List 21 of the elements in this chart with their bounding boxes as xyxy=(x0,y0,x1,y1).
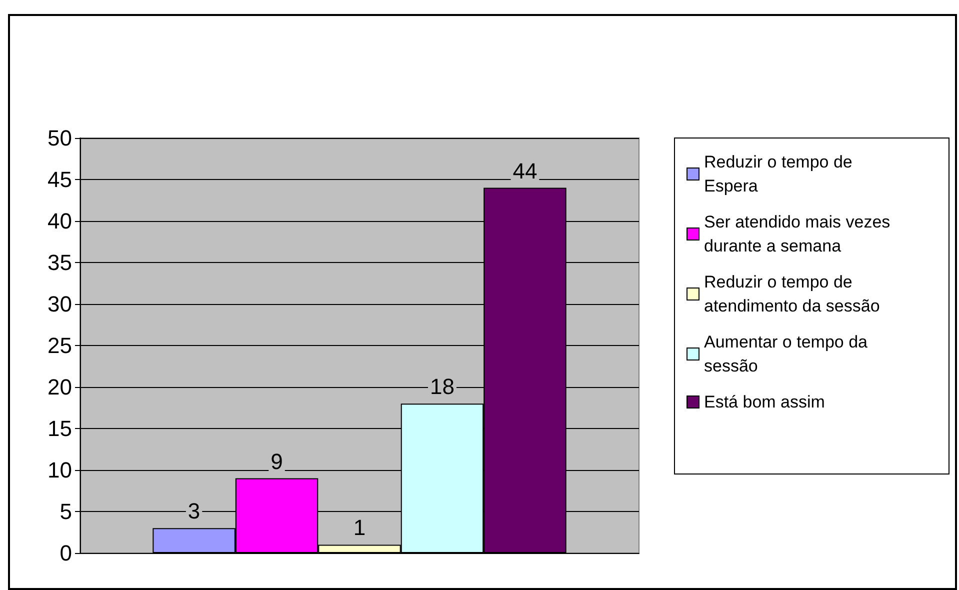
legend-label: Ser atendido mais vezes durante a semana xyxy=(704,212,895,256)
y-tick-label: 0 xyxy=(60,540,72,566)
legend-label: Aumentar o tempo da sessão xyxy=(704,332,872,376)
y-tick-label: 15 xyxy=(48,416,72,441)
data-label: 9 xyxy=(270,448,283,474)
legend-label: Reduzir o tempo de atendimento da sessão xyxy=(704,272,880,316)
y-tick-label: 20 xyxy=(48,374,72,400)
legend-label: Reduzir o tempo de Espera xyxy=(704,152,858,196)
data-label: 1 xyxy=(353,515,366,540)
y-tick-label: 10 xyxy=(48,458,72,482)
data-label: 3 xyxy=(188,498,200,524)
legend-label: Está bom assim xyxy=(704,392,825,412)
y-tick-label: 40 xyxy=(48,208,72,234)
data-label: 44 xyxy=(512,158,538,184)
y-tick-label: 30 xyxy=(48,292,72,316)
y-tick-label: 25 xyxy=(48,333,72,358)
y-tick-label: 50 xyxy=(48,126,72,150)
y-tick-label: 45 xyxy=(48,167,72,192)
data-label: 18 xyxy=(430,374,454,400)
y-tick-label: 5 xyxy=(60,499,72,524)
y-tick-label: 35 xyxy=(48,250,72,275)
